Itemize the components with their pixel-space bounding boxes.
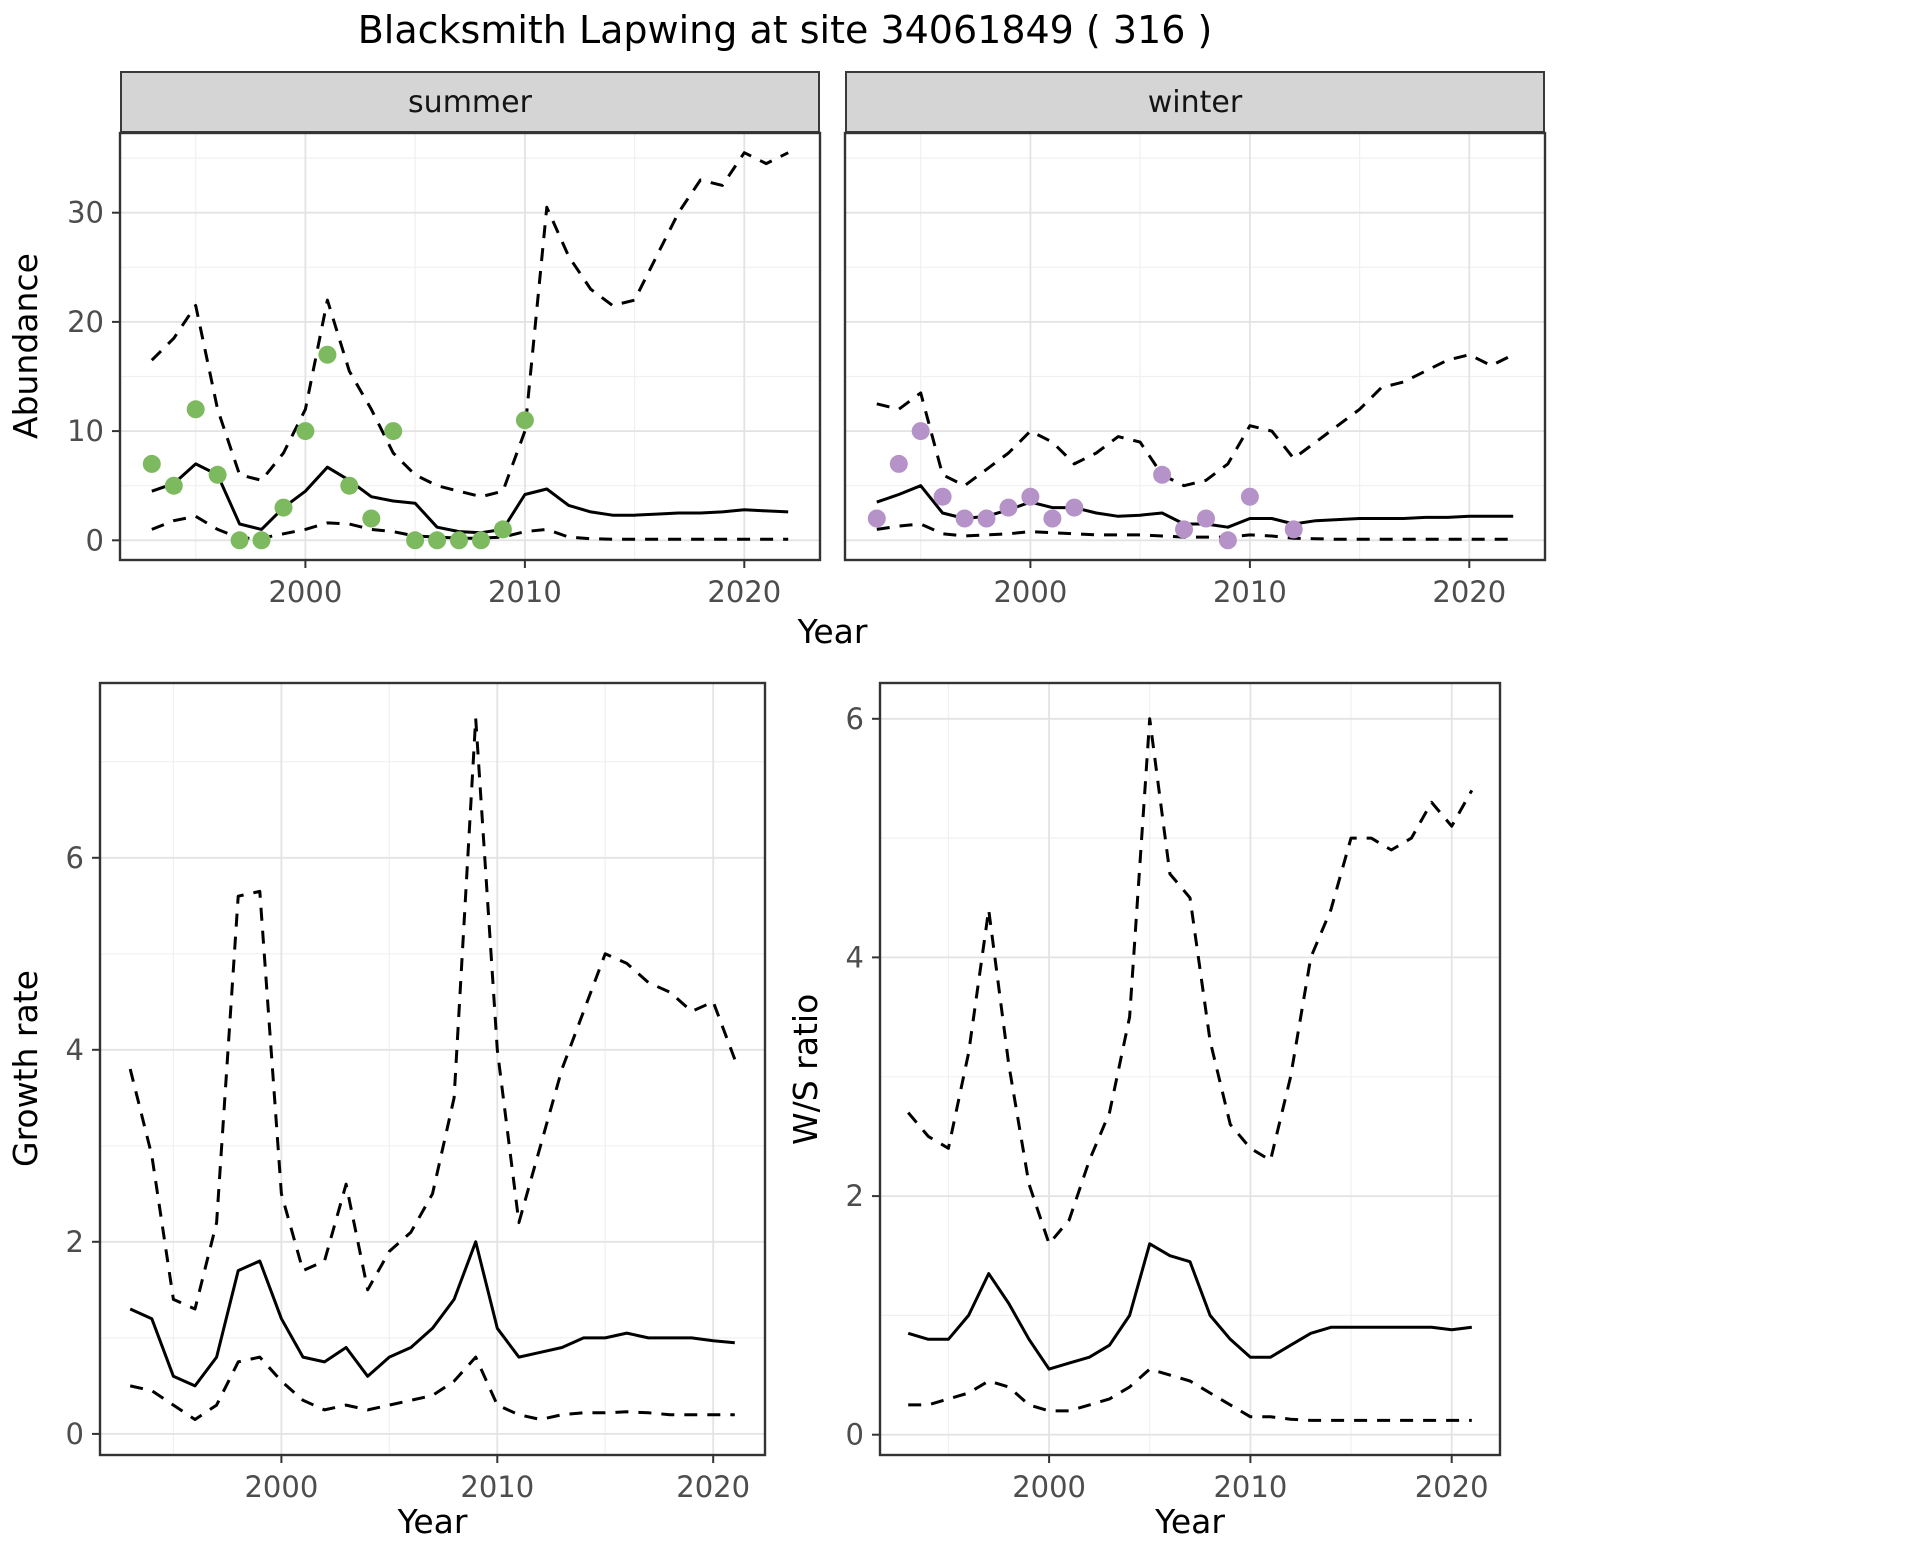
x-tick-label: 2000 — [993, 575, 1067, 609]
y-tick-label: 2 — [846, 1179, 864, 1213]
abundance-winter-observation-point — [955, 509, 974, 528]
abundance-summer-observation-point — [274, 498, 293, 517]
panel-background — [845, 133, 1545, 560]
abundance-winter-observation-point — [889, 454, 908, 473]
x-tick-label: 2000 — [268, 575, 342, 609]
y-tick-label: 4 — [66, 1033, 84, 1067]
abundance-winter-observation-point — [1284, 520, 1303, 539]
abundance-summer-observation-point — [340, 476, 359, 495]
abundance-winter-observation-point — [1175, 520, 1193, 539]
year-axis-label-growth: Year — [397, 1502, 468, 1541]
abundance-winter-observation-point — [1240, 487, 1259, 506]
abundance-summer-observation-point — [450, 531, 468, 550]
growth-rate-upper-ci-line — [128, 717, 737, 1311]
abundance-summer-observation-point — [515, 411, 534, 430]
panel-border — [878, 681, 1502, 1457]
abundance-summer-observation-point — [362, 509, 381, 528]
abundance-summer-observation-point — [142, 454, 161, 473]
panel-background — [120, 133, 820, 560]
abundance-winter-observation-point — [1021, 487, 1040, 506]
abundance-winter-observation-point — [999, 498, 1018, 517]
abundance-winter-observation-point — [977, 509, 996, 528]
year-axis-label-top: Year — [797, 612, 868, 651]
y-tick-label: 20 — [67, 305, 104, 339]
abundance-summer-lower-ci-line — [151, 514, 789, 541]
abundance-summer-mean-line — [151, 462, 789, 535]
abundance-summer-observation-point — [208, 465, 227, 484]
abundance-winter-observation-point — [933, 487, 952, 506]
abundance-summer-upper-ci-line — [150, 151, 789, 499]
abundance-winter-chart: 2000 2010 2020 — [843, 131, 1547, 609]
x-tick-label: 2000 — [1012, 1470, 1086, 1504]
x-tick-label: 2010 — [488, 575, 562, 609]
ws-ratio-lower-ci-line — [908, 1367, 1472, 1422]
abundance-summer-observation-point — [472, 531, 490, 550]
panel-background — [880, 683, 1500, 1455]
abundance-summer-observation-point — [428, 531, 447, 550]
abundance-winter-observation-point — [911, 422, 930, 441]
panel-border — [98, 681, 767, 1457]
panel-border — [118, 131, 822, 562]
figure-title: Blacksmith Lapwing at site 34061849 ( 31… — [357, 8, 1213, 52]
abundance-summer-observation-point — [252, 531, 271, 550]
x-tick-label: 2020 — [1432, 575, 1506, 609]
y-tick-label: 0 — [846, 1418, 864, 1452]
x-tick-label: 2020 — [707, 575, 781, 609]
abundance-winter-observation-point — [1153, 465, 1172, 484]
x-tick-label: 2020 — [1415, 1470, 1489, 1504]
facet-strip-summer: summer — [120, 71, 820, 133]
abundance-winter-observation-point — [867, 509, 886, 528]
panel-border — [843, 131, 1547, 562]
abundance-summer-observation-point — [296, 422, 315, 441]
x-tick-label: 2000 — [244, 1470, 318, 1504]
growth-rate-mean-line — [129, 1240, 735, 1388]
abundance-winter-observation-point — [1065, 498, 1084, 517]
y-tick-label: 10 — [67, 414, 104, 448]
abundance-summer-observation-point — [186, 400, 205, 419]
abundance-winter-lower-ci-line — [876, 522, 1514, 541]
abundance-winter-observation-point — [1043, 509, 1062, 528]
year-axis-label-ratio: Year — [1155, 1502, 1225, 1541]
y-tick-label: 4 — [846, 940, 864, 974]
facet-strip-winter: winter — [845, 71, 1545, 133]
x-tick-label: 2010 — [1213, 575, 1287, 609]
abundance-summer-observation-point — [406, 531, 425, 550]
y-tick-label: 6 — [846, 702, 864, 736]
y-tick-label: 6 — [66, 841, 84, 875]
abundance-summer-observation-point — [164, 476, 183, 495]
y-tick-label: 0 — [66, 1417, 84, 1451]
abundance-winter-observation-point — [1218, 531, 1237, 550]
abundance-summer-observation-point — [493, 520, 512, 539]
x-tick-label: 2010 — [460, 1470, 534, 1504]
abundance-summer-observation-point — [318, 345, 337, 364]
ws-ratio-upper-ci-line — [907, 717, 1474, 1246]
x-tick-label: 2020 — [676, 1470, 750, 1504]
facet-label-summer: summer — [408, 84, 532, 120]
y-tick-label: 2 — [66, 1225, 84, 1259]
y-tick-label: 0 — [86, 523, 104, 557]
abundance-summer-observation-point — [230, 531, 249, 550]
growth-rate-chart: 2000 2010 2020 0 2 4 6 — [66, 681, 767, 1504]
y-tick-label: 30 — [67, 196, 104, 230]
facet-label-winter: winter — [1147, 84, 1243, 120]
x-tick-label: 2010 — [1213, 1470, 1287, 1504]
ws-ratio-mean-line — [907, 1242, 1472, 1371]
abundance-winter-observation-point — [1197, 509, 1215, 528]
ws-ratio-chart: 2000 2010 2020 0 2 4 6 — [846, 681, 1502, 1504]
abundance-summer-observation-point — [384, 422, 403, 441]
abundance-summer-chart: 2000 2010 2020 0 10 20 30 — [67, 131, 822, 609]
